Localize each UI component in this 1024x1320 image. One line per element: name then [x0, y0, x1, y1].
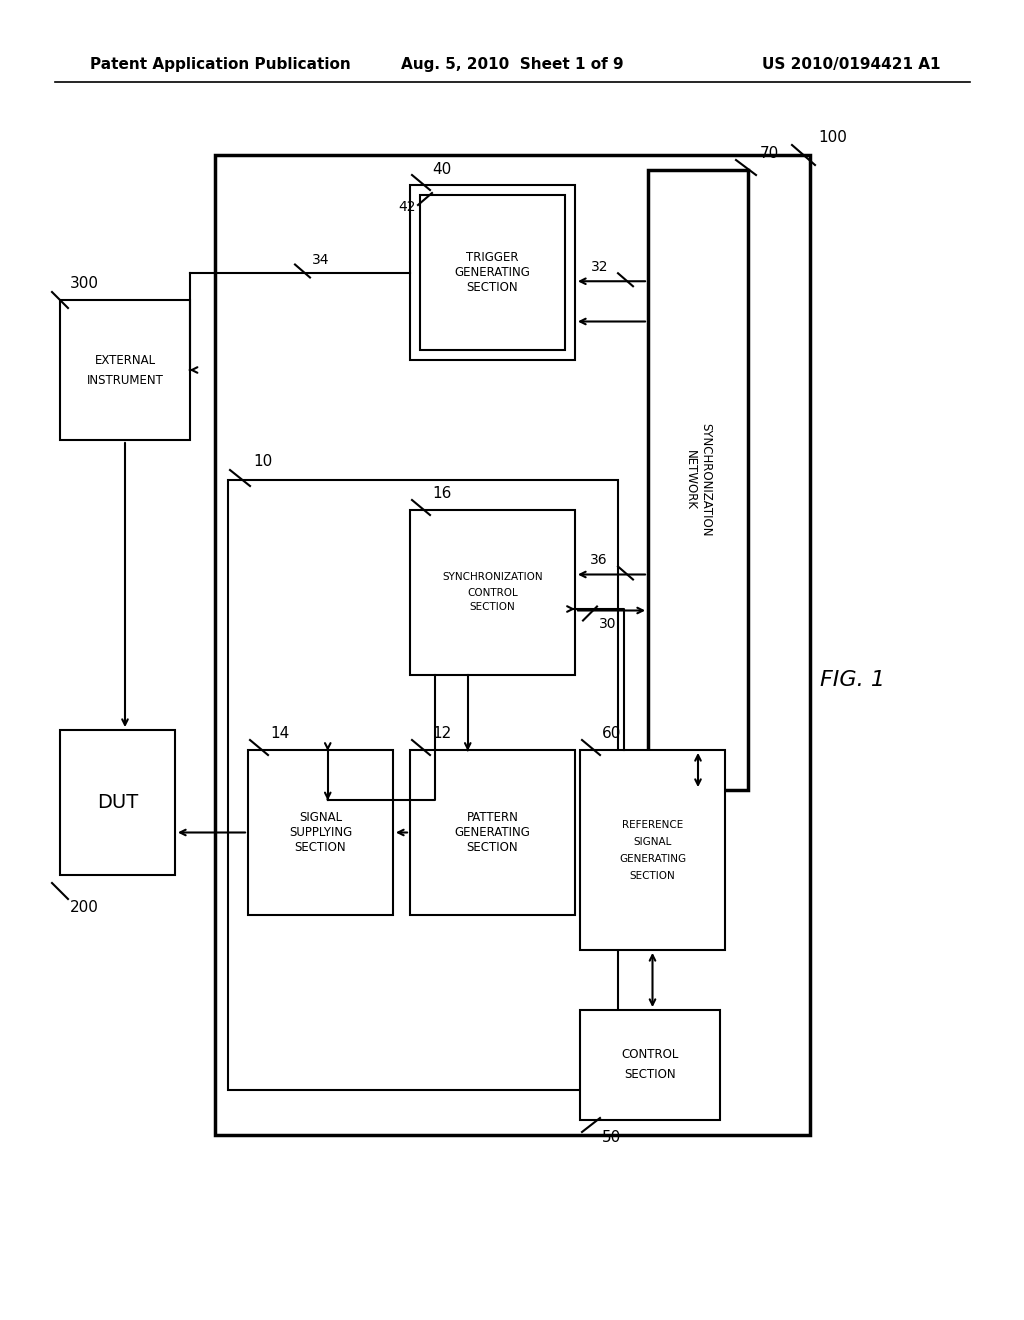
Text: 300: 300: [70, 276, 99, 292]
Text: PATTERN: PATTERN: [467, 810, 518, 824]
Text: REFERENCE: REFERENCE: [622, 820, 683, 830]
Bar: [420, 195, 565, 350]
Text: 32: 32: [591, 260, 608, 275]
Bar: [410, 750, 575, 915]
Bar: [215, 154, 810, 1135]
Text: US 2010/0194421 A1: US 2010/0194421 A1: [762, 58, 940, 73]
Bar: [410, 185, 575, 360]
Bar: [60, 300, 190, 440]
Text: CONTROL: CONTROL: [622, 1048, 679, 1061]
Text: SECTION: SECTION: [467, 841, 518, 854]
Text: SECTION: SECTION: [295, 841, 346, 854]
Text: CONTROL: CONTROL: [467, 587, 518, 598]
Text: 100: 100: [818, 129, 847, 144]
Text: 12: 12: [432, 726, 452, 742]
Text: SYNCHRONIZATION
NETWORK: SYNCHRONIZATION NETWORK: [684, 424, 712, 537]
Bar: [580, 750, 725, 950]
Text: SIGNAL: SIGNAL: [299, 810, 342, 824]
Text: 14: 14: [270, 726, 289, 742]
Bar: [248, 750, 393, 915]
Text: Patent Application Publication: Patent Application Publication: [90, 58, 351, 73]
Text: SECTION: SECTION: [630, 871, 676, 880]
Text: GENERATING: GENERATING: [455, 826, 530, 840]
Text: 50: 50: [602, 1130, 622, 1146]
Text: 42: 42: [398, 201, 416, 214]
Text: SECTION: SECTION: [467, 281, 518, 294]
Bar: [228, 480, 618, 1090]
Text: 200: 200: [70, 899, 99, 915]
Bar: [410, 510, 575, 675]
Text: TRIGGER: TRIGGER: [466, 251, 519, 264]
Text: SECTION: SECTION: [625, 1068, 676, 1081]
Text: SECTION: SECTION: [470, 602, 515, 612]
Text: FIG. 1: FIG. 1: [820, 671, 885, 690]
Text: SIGNAL: SIGNAL: [633, 837, 672, 847]
Text: DUT: DUT: [97, 793, 138, 812]
Bar: [580, 1010, 720, 1119]
Text: 30: 30: [599, 618, 616, 631]
Text: 36: 36: [591, 553, 608, 568]
Text: 60: 60: [602, 726, 622, 742]
Text: 10: 10: [253, 454, 272, 470]
Text: GENERATING: GENERATING: [455, 267, 530, 279]
Text: 16: 16: [432, 487, 452, 502]
Text: INSTRUMENT: INSTRUMENT: [87, 374, 164, 387]
Text: SYNCHRONIZATION: SYNCHRONIZATION: [442, 573, 543, 582]
Text: SUPPLYING: SUPPLYING: [289, 826, 352, 840]
Text: 34: 34: [312, 253, 330, 268]
Bar: [648, 170, 748, 789]
Text: 40: 40: [432, 161, 452, 177]
Bar: [60, 730, 175, 875]
Text: GENERATING: GENERATING: [618, 854, 686, 865]
Text: 70: 70: [760, 147, 779, 161]
Text: Aug. 5, 2010  Sheet 1 of 9: Aug. 5, 2010 Sheet 1 of 9: [400, 58, 624, 73]
Text: EXTERNAL: EXTERNAL: [94, 354, 156, 367]
